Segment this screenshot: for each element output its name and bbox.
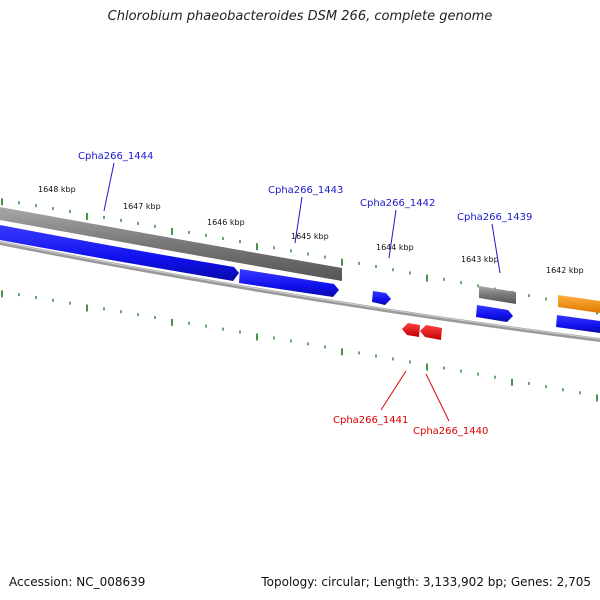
- gene-label-cpha266-1441[interactable]: Cpha266_1441: [333, 415, 408, 426]
- gene-label-cpha266-1443[interactable]: Cpha266_1443: [268, 185, 343, 196]
- tick-label: 1647 kbp: [123, 202, 161, 211]
- genome-backbone: [0, 241, 600, 342]
- gene-label-cpha266-1440[interactable]: Cpha266_1440: [413, 426, 488, 437]
- tick-label: 1642 kbp: [546, 266, 584, 275]
- gene-arrow-red[interactable]: [420, 325, 442, 340]
- tick-label: 1646 kbp: [207, 218, 245, 227]
- feature-band-orange[interactable]: [558, 295, 600, 313]
- feature-band-gray[interactable]: [479, 286, 516, 304]
- genome-summary: Topology: circular; Length: 3,133,902 bp…: [261, 575, 591, 589]
- gene-arrow-blue[interactable]: [372, 291, 391, 305]
- leader-line: [491, 223, 501, 274]
- leader-line: [294, 196, 303, 244]
- accession-label: Accession: NC_008639: [9, 575, 146, 589]
- gene-arrow-blue[interactable]: [239, 269, 339, 297]
- tick-label: 1648 kbp: [38, 185, 76, 194]
- leader-line: [425, 373, 450, 422]
- map-title: Chlorobium phaeobacteroides DSM 266, com…: [107, 9, 493, 24]
- gene-label-cpha266-1439[interactable]: Cpha266_1439: [457, 212, 532, 223]
- backbone-highlight: [0, 241, 600, 340]
- tick-label: 1644 kbp: [376, 243, 414, 252]
- inner-scale-ticks: [1, 290, 598, 402]
- leader-line: [388, 209, 397, 259]
- feature-band-gray[interactable]: [0, 207, 342, 281]
- gene-arrow-red[interactable]: [402, 323, 420, 337]
- leader-line: [103, 162, 115, 212]
- gene-arrow-blue[interactable]: [556, 315, 600, 333]
- gene-arrow-blue[interactable]: [476, 305, 513, 322]
- gene-label-cpha266-1444[interactable]: Cpha266_1444: [78, 151, 153, 162]
- tick-label: 1643 kbp: [461, 255, 499, 264]
- gene-arrow-blue[interactable]: [0, 225, 239, 281]
- tick-label: 1645 kbp: [291, 232, 329, 241]
- gene-label-cpha266-1442[interactable]: Cpha266_1442: [360, 198, 435, 209]
- leader-line: [380, 370, 407, 411]
- outer-scale-ticks: [1, 198, 598, 315]
